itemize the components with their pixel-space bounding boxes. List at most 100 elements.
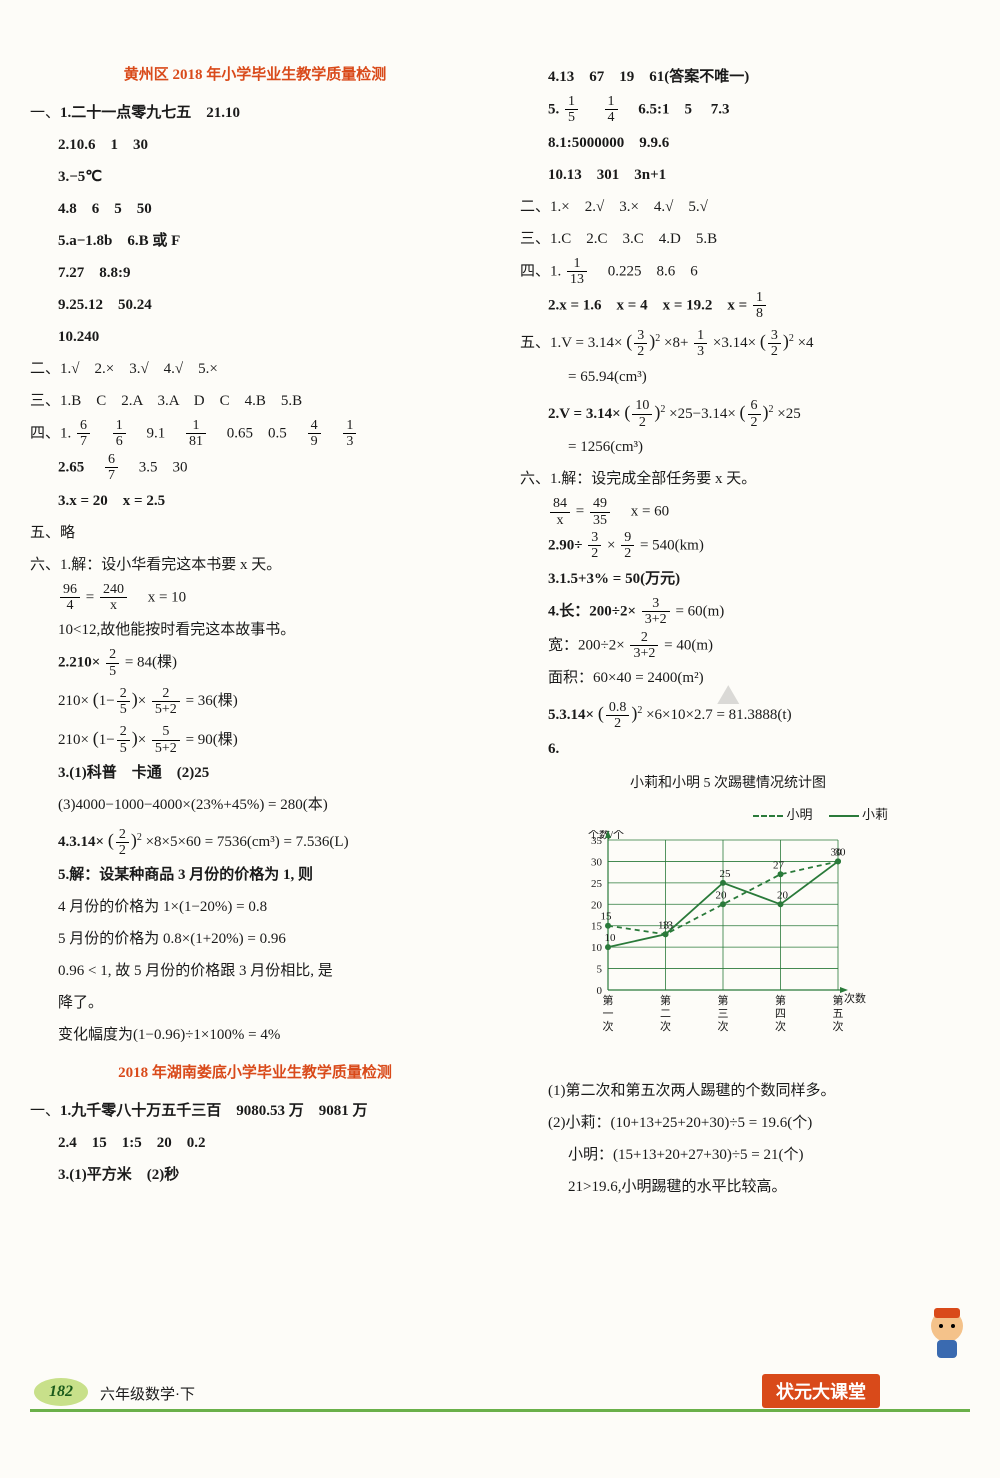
line: 0.96 < 1, 故 5 月份的价格跟 3 月份相比, 是 xyxy=(30,956,480,986)
line: 三、1.B C 2.A 3.A D C 4.B 5.B xyxy=(30,386,480,416)
den: 2 xyxy=(621,546,634,561)
txt: 4.3.14× xyxy=(58,834,104,850)
txt: ×6×10×2.7 = 81.3888(t) xyxy=(646,707,792,723)
den: 81 xyxy=(186,434,206,449)
txt: ×4 xyxy=(798,335,814,351)
frac: 240x xyxy=(100,582,127,614)
num: 1 xyxy=(343,418,356,434)
txt: 0.65 0.5 xyxy=(212,425,302,441)
paren: ) xyxy=(132,689,138,709)
frac: 964 xyxy=(60,582,80,614)
footer-right-badge: 状元大课堂 xyxy=(762,1374,880,1408)
svg-text:30: 30 xyxy=(591,856,603,868)
line: 五、略 xyxy=(30,518,480,548)
line: 变化幅度为(1−0.96)÷1×100% = 4% xyxy=(30,1020,480,1050)
num: 1 xyxy=(753,290,766,306)
den: 4 xyxy=(60,598,80,613)
svg-text:第: 第 xyxy=(833,993,844,1007)
den: 9 xyxy=(308,434,321,449)
txt: 10.240 xyxy=(58,329,99,345)
paren: ( xyxy=(598,703,604,723)
txt: 2.90÷ xyxy=(548,537,582,553)
den: 2 xyxy=(606,716,630,731)
txt: 5.解：设某种商品 3 月份的价格为 1, 则 xyxy=(58,867,313,883)
line: 五、1.V = 3.14× (32)2 ×8+ 13 ×3.14× (32)2 … xyxy=(520,323,970,359)
den: x xyxy=(100,598,127,613)
txt: 3.x = 20 x = 2.5 xyxy=(58,493,165,509)
den: 5 xyxy=(565,110,578,125)
sup: 2 xyxy=(637,705,642,716)
txt: 5.a−1.8b xyxy=(58,233,127,249)
svg-text:五: 五 xyxy=(833,1008,844,1020)
sup: 2 xyxy=(655,333,660,344)
txt: 3.1.5+3% = 50(万元) xyxy=(548,571,680,587)
page-number-badge: 182 xyxy=(34,1378,88,1406)
txt: 3.5 30 xyxy=(124,459,188,475)
den: 7 xyxy=(105,468,118,483)
num: 240 xyxy=(100,582,127,598)
line: 2.4 15 1:5 20 0.2 xyxy=(30,1128,480,1158)
line: 3.1.5+3% = 50(万元) xyxy=(520,564,970,594)
columns: 黄州区 2018 年小学毕业生教学质量检测 一、1.二十一点零九七五 21.10… xyxy=(30,60,970,1340)
line: 六、1.解：设完成全部任务要 x 天。 xyxy=(520,464,970,494)
line: 8.1:5000000 9.9.6 xyxy=(520,128,970,158)
line: 6. xyxy=(520,734,970,764)
footer: 182 六年级数学·下 状元大课堂 xyxy=(0,1368,1000,1418)
line: 10.13 301 3n+1 xyxy=(520,160,970,190)
legend-solid-icon xyxy=(829,815,859,817)
frac: 181 xyxy=(186,418,206,450)
line: (3)4000−1000−4000×(23%+45%) = 280(本) xyxy=(30,790,480,820)
txt: 3.(1)平方米 (2)秒 xyxy=(58,1167,179,1183)
svg-text:次: 次 xyxy=(833,1019,844,1033)
chart-title: 小莉和小明 5 次踢毽情况统计图 xyxy=(568,770,888,798)
right-column: 4.13 67 19 61(答案不唯一) 5. 15 14 6.5:1 5 7.… xyxy=(510,60,970,1340)
num: 6 xyxy=(105,452,118,468)
line: 3.−5℃ xyxy=(30,162,480,192)
line: 2.V = 3.14× (102)2 ×25−3.14× (62)2 ×25 xyxy=(520,394,970,430)
num: 1 xyxy=(694,328,707,344)
txt: 2.10.6 1 30 xyxy=(58,137,148,153)
frac: 67 xyxy=(105,452,118,484)
line: 2.x = 1.6 x = 4 x = 19.2 x = 18 xyxy=(520,290,970,322)
txt: 2.V = 3.14× xyxy=(548,406,621,422)
den: 7 xyxy=(77,434,90,449)
den: 2 xyxy=(768,344,781,359)
svg-text:四: 四 xyxy=(775,1008,786,1020)
frac: 62 xyxy=(748,398,761,430)
num: 2 xyxy=(152,686,180,702)
svg-text:次数: 次数 xyxy=(844,991,866,1005)
line: 面积：60×40 = 2400(m²) xyxy=(520,663,970,693)
txt: 210× xyxy=(58,732,89,748)
txt: 4.长：200÷2× xyxy=(548,603,636,619)
line: = 65.94(cm³) xyxy=(520,362,970,392)
frac: 55+2 xyxy=(152,724,180,756)
txt: 3.−5℃ xyxy=(58,169,102,185)
txt: = 540(km) xyxy=(640,537,704,553)
num: 1 xyxy=(186,418,206,434)
line: 四、1. 67 16 9.1 181 0.65 0.5 49 13 xyxy=(30,418,480,450)
num: 96 xyxy=(60,582,80,598)
sup: 2 xyxy=(789,333,794,344)
num: 4 xyxy=(308,418,321,434)
txt: 宽：200÷2× xyxy=(548,637,625,653)
line: 4 月份的价格为 1×(1−20%) = 0.8 xyxy=(30,892,480,922)
svg-text:次: 次 xyxy=(775,1019,786,1033)
line: 2.210× 25 = 84(棵) xyxy=(30,647,480,679)
txt: 8.8:9 xyxy=(99,265,130,281)
paren: ( xyxy=(626,331,632,351)
den: 35 xyxy=(590,513,610,528)
exam-title-1: 黄州区 2018 年小学毕业生教学质量检测 xyxy=(30,60,480,90)
frac: 15 xyxy=(565,94,578,126)
line: (2)小莉：(10+13+25+20+30)÷5 = 19.6(个) xyxy=(520,1108,970,1138)
line: 4.13 67 19 61(答案不唯一) xyxy=(520,62,970,92)
paren: ) xyxy=(132,728,138,748)
txt: 5. xyxy=(548,101,559,117)
line: 7.27 8.8:9 xyxy=(30,258,480,288)
den: 4 xyxy=(605,110,618,125)
num: 3 xyxy=(642,596,670,612)
line: 4.8 6 5 50 xyxy=(30,194,480,224)
den: 13 xyxy=(567,272,587,287)
line: 六、1.解：设小华看完这本书要 x 天。 xyxy=(30,550,480,580)
frac: 4935 xyxy=(590,496,610,528)
line-chart: 05101520253035第一次第二次第三次第四次第五次个数/个次数10132… xyxy=(568,830,868,1070)
